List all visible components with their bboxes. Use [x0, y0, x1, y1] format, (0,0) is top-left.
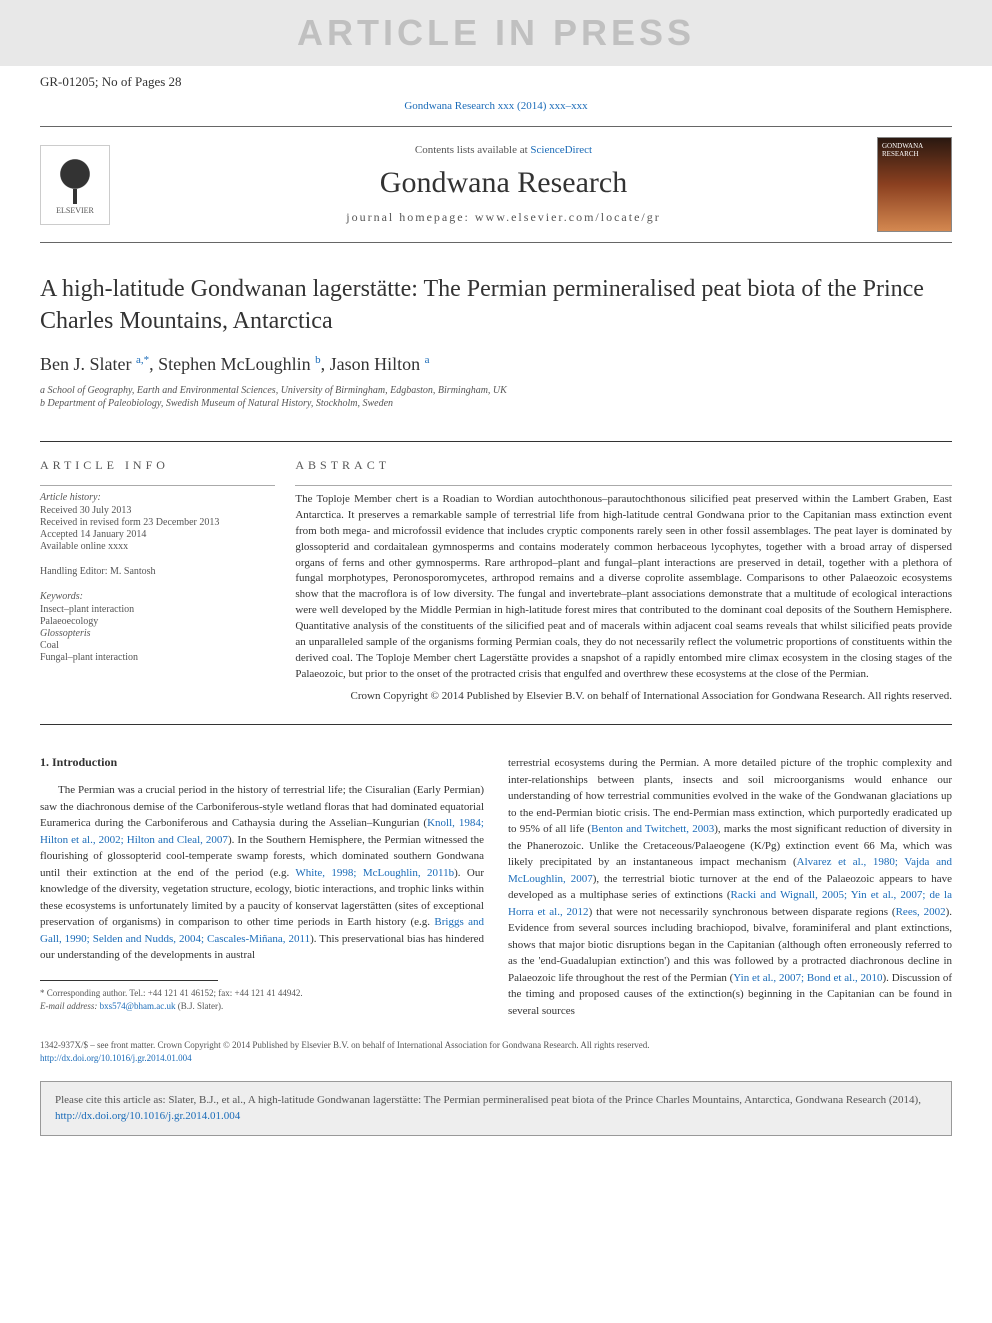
- journal-cover-thumbnail: GONDWANA RESEARCH: [877, 137, 952, 232]
- footer-copyright: 1342-937X/$ – see front matter. Crown Co…: [40, 1039, 952, 1064]
- journal-header: ELSEVIER Contents lists available at Sci…: [40, 126, 952, 243]
- keyword-line: Palaeoecology: [40, 616, 275, 627]
- body-columns: 1. Introduction The Permian was a crucia…: [40, 755, 952, 1019]
- watermark-banner: ARTICLE IN PRESS: [0, 0, 992, 66]
- contents-line: Contents lists available at ScienceDirec…: [130, 144, 877, 156]
- journal-name: Gondwana Research: [130, 166, 877, 200]
- abstract-text: The Toploje Member chert is a Roadian to…: [295, 485, 952, 683]
- footer-doi-link[interactable]: http://dx.doi.org/10.1016/j.gr.2014.01.0…: [40, 1053, 192, 1063]
- keyword-line: Insect–plant interaction: [40, 604, 275, 615]
- email-suffix: (B.J. Slater).: [175, 1001, 223, 1011]
- footer-copyright-text: 1342-937X/$ – see front matter. Crown Co…: [40, 1040, 650, 1050]
- abstract-heading: abstract: [295, 458, 952, 473]
- contents-prefix: Contents lists available at: [415, 144, 530, 156]
- sciencedirect-link[interactable]: ScienceDirect: [530, 144, 592, 156]
- correspondence-divider: [40, 980, 218, 981]
- body-text-right: terrestrial ecosystems during the Permia…: [508, 755, 952, 1019]
- affiliation-line: b Department of Paleobiology, Swedish Mu…: [40, 398, 952, 409]
- email-label: E-mail address:: [40, 1001, 100, 1011]
- cite-doi-link[interactable]: http://dx.doi.org/10.1016/j.gr.2014.01.0…: [55, 1110, 240, 1122]
- info-abstract-row: article info Article history: Received 3…: [40, 441, 952, 705]
- abstract-column: abstract The Toploje Member chert is a R…: [295, 458, 952, 705]
- citation-box: Please cite this article as: Slater, B.J…: [40, 1081, 952, 1136]
- history-label: Article history:: [40, 492, 275, 503]
- keywords-label: Keywords:: [40, 591, 275, 602]
- body-text-left: The Permian was a crucial period in the …: [40, 782, 484, 964]
- citation-header: Gondwana Research xxx (2014) xxx–xxx: [0, 94, 992, 118]
- article-info-column: article info Article history: Received 3…: [40, 458, 295, 705]
- keyword-line: Fungal–plant interaction: [40, 652, 275, 663]
- elsevier-label: ELSEVIER: [56, 206, 94, 215]
- history-line: Received 30 July 2013: [40, 505, 275, 516]
- section-divider: [40, 724, 952, 725]
- correspondence-line1: * Corresponding author. Tel.: +44 121 41…: [40, 987, 484, 1000]
- keyword-line: Coal: [40, 640, 275, 651]
- article-title: A high-latitude Gondwanan lagerstätte: T…: [40, 273, 952, 338]
- abstract-copyright: Crown Copyright © 2014 Published by Else…: [295, 689, 952, 704]
- title-section: A high-latitude Gondwanan lagerstätte: T…: [0, 243, 992, 421]
- correspondence-line2: E-mail address: bxs574@bham.ac.uk (B.J. …: [40, 1000, 484, 1013]
- history-line: Received in revised form 23 December 201…: [40, 517, 275, 528]
- correspondence-email[interactable]: bxs574@bham.ac.uk: [100, 1001, 176, 1011]
- body-right-column: terrestrial ecosystems during the Permia…: [508, 755, 952, 1019]
- history-line: Accepted 14 January 2014: [40, 529, 275, 540]
- elsevier-logo: ELSEVIER: [40, 145, 110, 225]
- history-block: Article history: Received 30 July 2013Re…: [40, 485, 275, 552]
- document-id: GR-01205; No of Pages 28: [0, 66, 992, 94]
- info-heading: article info: [40, 458, 275, 473]
- history-line: Available online xxxx: [40, 541, 275, 552]
- citation-link[interactable]: Gondwana Research xxx (2014) xxx–xxx: [404, 100, 587, 112]
- header-center: Contents lists available at ScienceDirec…: [130, 144, 877, 225]
- cite-text: Please cite this article as: Slater, B.J…: [55, 1094, 921, 1106]
- body-left-column: 1. Introduction The Permian was a crucia…: [40, 755, 484, 1019]
- affiliation-line: a School of Geography, Earth and Environ…: [40, 385, 952, 396]
- homepage-url: www.elsevier.com/locate/gr: [475, 210, 661, 224]
- section-heading-intro: 1. Introduction: [40, 755, 484, 770]
- homepage-prefix: journal homepage:: [346, 210, 475, 224]
- authors-line: Ben J. Slater a,*, Stephen McLoughlin b,…: [40, 354, 952, 375]
- cover-label: GONDWANA RESEARCH: [882, 142, 951, 158]
- keyword-line: Glossopteris: [40, 628, 275, 639]
- elsevier-tree-icon: [55, 154, 95, 204]
- homepage-line: journal homepage: www.elsevier.com/locat…: [130, 210, 877, 225]
- handling-editor: Handling Editor: M. Santosh: [40, 566, 275, 577]
